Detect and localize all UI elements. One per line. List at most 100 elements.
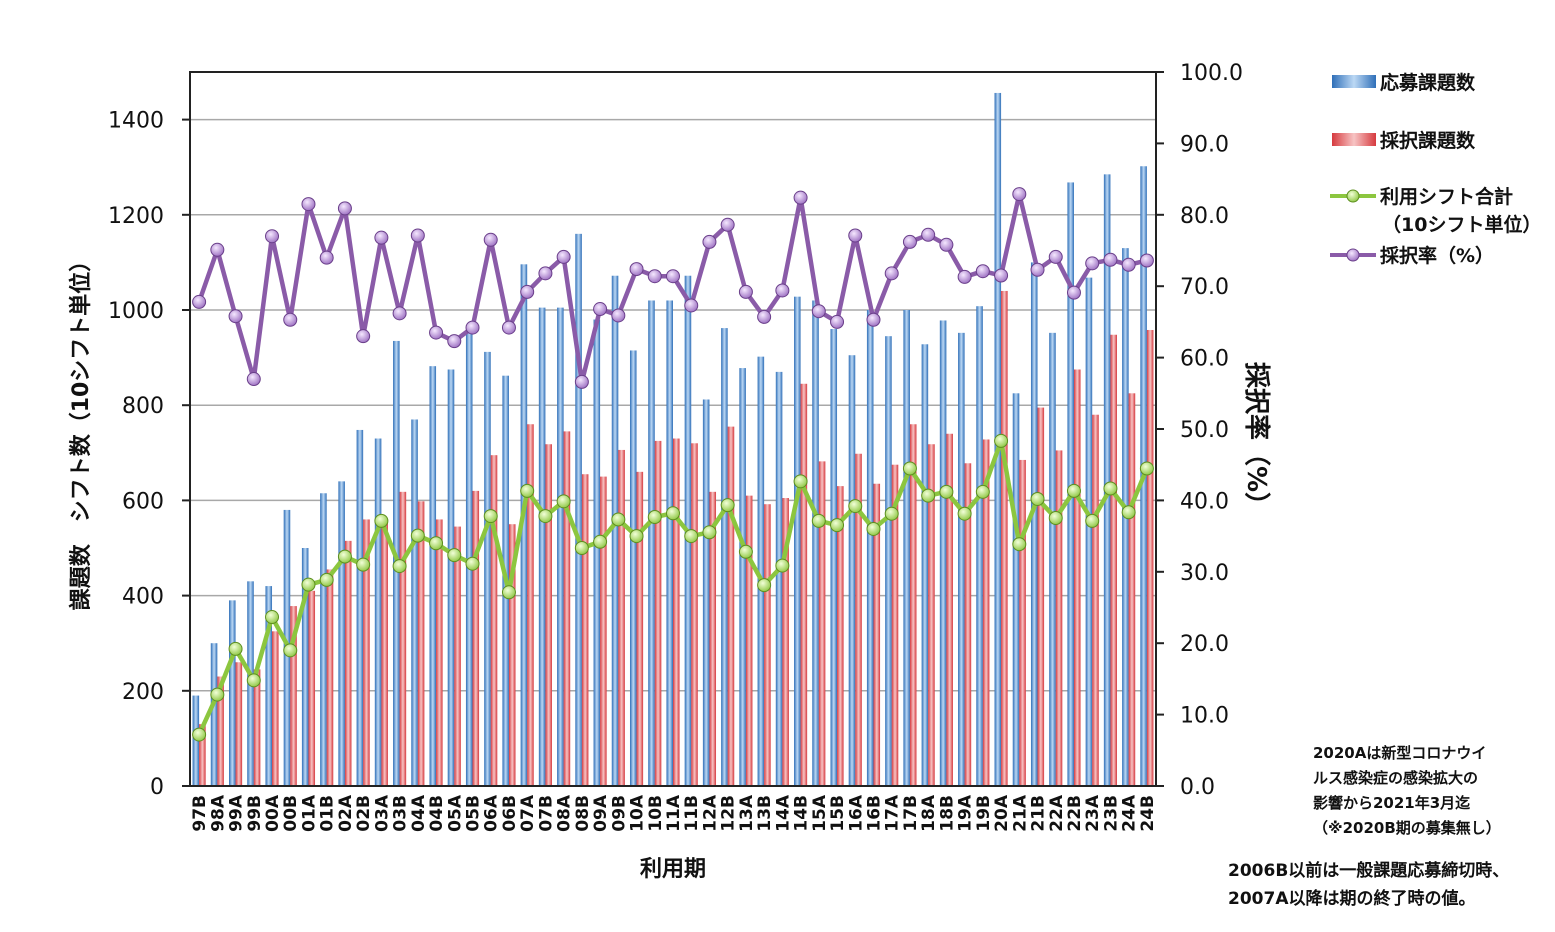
rate-point — [447, 334, 462, 349]
shifts-point — [356, 557, 371, 572]
y-left-tick-label: 1400 — [108, 109, 164, 134]
shifts-point — [720, 498, 735, 513]
x-tick-label: 10A — [628, 794, 648, 832]
rate-point — [429, 325, 444, 340]
bar-adopted — [818, 461, 826, 786]
shifts-point — [556, 494, 571, 509]
x-tick-label: 02A — [336, 794, 356, 832]
x-tick-label: 16A — [846, 794, 866, 832]
bar-applications — [739, 368, 746, 786]
bar-applications — [210, 643, 218, 786]
bar-adopted — [563, 431, 571, 786]
x-tick-label: 24A — [1120, 794, 1140, 832]
bar-adopted — [909, 424, 917, 786]
shifts-point — [666, 506, 680, 521]
y-left-tick-label: 400 — [122, 585, 164, 610]
bar-applications — [465, 329, 473, 786]
shifts-point — [465, 556, 480, 571]
bar-applications — [1103, 174, 1111, 787]
bar-adopted — [363, 519, 370, 786]
rate-point — [830, 314, 845, 329]
shifts-point — [1103, 481, 1118, 496]
shifts-point — [902, 461, 917, 476]
legend: 応募課題数 採択課題数 利用シフト合計 （10シフト単位） 採択率（%） — [1330, 71, 1541, 267]
y-right-tick-label: 10.0 — [1180, 704, 1229, 729]
bar-adopted — [527, 424, 534, 786]
x-tick-label: 12A — [700, 794, 720, 832]
bar-adopted — [1092, 414, 1099, 786]
shifts-point — [757, 578, 772, 593]
legend-swatch-applications — [1332, 75, 1376, 88]
bar-applications — [976, 306, 983, 786]
y-left-tick-label: 600 — [122, 489, 164, 514]
rate-point — [647, 269, 662, 284]
bar-adopted — [1019, 459, 1026, 786]
x-tick-label: 02B — [354, 795, 374, 832]
covid-note-line-3: 影響から2021年3月迄 — [1313, 794, 1471, 812]
x-tick-label: 24B — [1138, 795, 1158, 832]
y-right-tick-label: 70.0 — [1180, 275, 1229, 300]
rate-point — [246, 372, 261, 387]
x-tick-label: 15B — [828, 795, 848, 832]
bar-applications — [794, 296, 801, 786]
legend-label-shifts-unit: （10シフト単位） — [1382, 213, 1541, 236]
x-tick-label: 22B — [1065, 795, 1085, 832]
bar-applications — [1030, 262, 1038, 786]
y-right-tick-label: 40.0 — [1180, 489, 1229, 514]
shifts-point — [957, 506, 972, 521]
x-tick-label: 00B — [281, 795, 301, 832]
x-tick-label: 14A — [773, 794, 793, 832]
bar-adopted — [691, 443, 698, 786]
y-left-tick-label: 1200 — [108, 204, 164, 229]
y-left-tick-label: 1000 — [108, 299, 164, 324]
bar-adopted — [618, 449, 625, 786]
shifts-point — [574, 541, 589, 555]
rate-point — [520, 284, 535, 299]
x-tick-label: 04A — [409, 794, 429, 832]
bar-applications — [702, 399, 710, 786]
rate-point — [1048, 249, 1063, 264]
x-tick-label: 15A — [810, 794, 830, 832]
bar-adopted — [436, 519, 443, 786]
shifts-point — [520, 483, 535, 498]
bar-applications — [757, 356, 765, 786]
x-tick-label: 19B — [974, 795, 994, 832]
shifts-point — [1048, 511, 1063, 526]
bar-adopted — [1037, 407, 1045, 786]
rate-point — [501, 320, 516, 335]
lines — [192, 187, 1154, 742]
rate-point — [738, 284, 753, 299]
legend-swatch-adopted — [1332, 133, 1376, 146]
bar-adopted — [417, 501, 425, 786]
value-note: 2006B以前は一般課題応募締切時、 2007A以降は期の終了時の値。 — [1228, 860, 1509, 909]
y-right-tick-label: 0.0 — [1180, 775, 1215, 800]
bar-adopted — [472, 490, 480, 786]
rate-point — [356, 329, 371, 344]
bar-applications — [1049, 332, 1056, 786]
rate-point — [265, 229, 280, 244]
shifts-point — [1139, 461, 1154, 476]
shifts-point — [410, 528, 425, 543]
y-right-tick-label: 60.0 — [1180, 347, 1229, 372]
shifts-point — [775, 558, 790, 573]
legend-label-applications: 応募課題数 — [1380, 71, 1476, 94]
y-right-tick-label: 20.0 — [1180, 632, 1229, 657]
bar-applications — [338, 481, 345, 786]
rate-point — [757, 309, 772, 324]
bar-applications — [721, 328, 728, 786]
shifts-point — [921, 488, 936, 503]
bar-applications — [903, 310, 910, 786]
rate-point — [902, 234, 917, 249]
x-tick-label: 16B — [864, 795, 884, 832]
rate-point — [811, 304, 826, 319]
rate-point — [593, 302, 608, 317]
x-tick-label: 99B — [245, 795, 265, 832]
bar-applications — [1012, 393, 1020, 786]
x-tick-label: 97B — [190, 795, 210, 832]
axes: 0 200 400 600 800 1000 1200 1400 0.0 10.0 20.0 30.0… — [108, 61, 1243, 832]
x-tick-label: 05B — [464, 795, 484, 832]
bar-applications — [265, 586, 273, 786]
rate-point — [1139, 253, 1154, 268]
x-tick-label: 06B — [500, 795, 520, 832]
bar-applications — [429, 366, 437, 786]
